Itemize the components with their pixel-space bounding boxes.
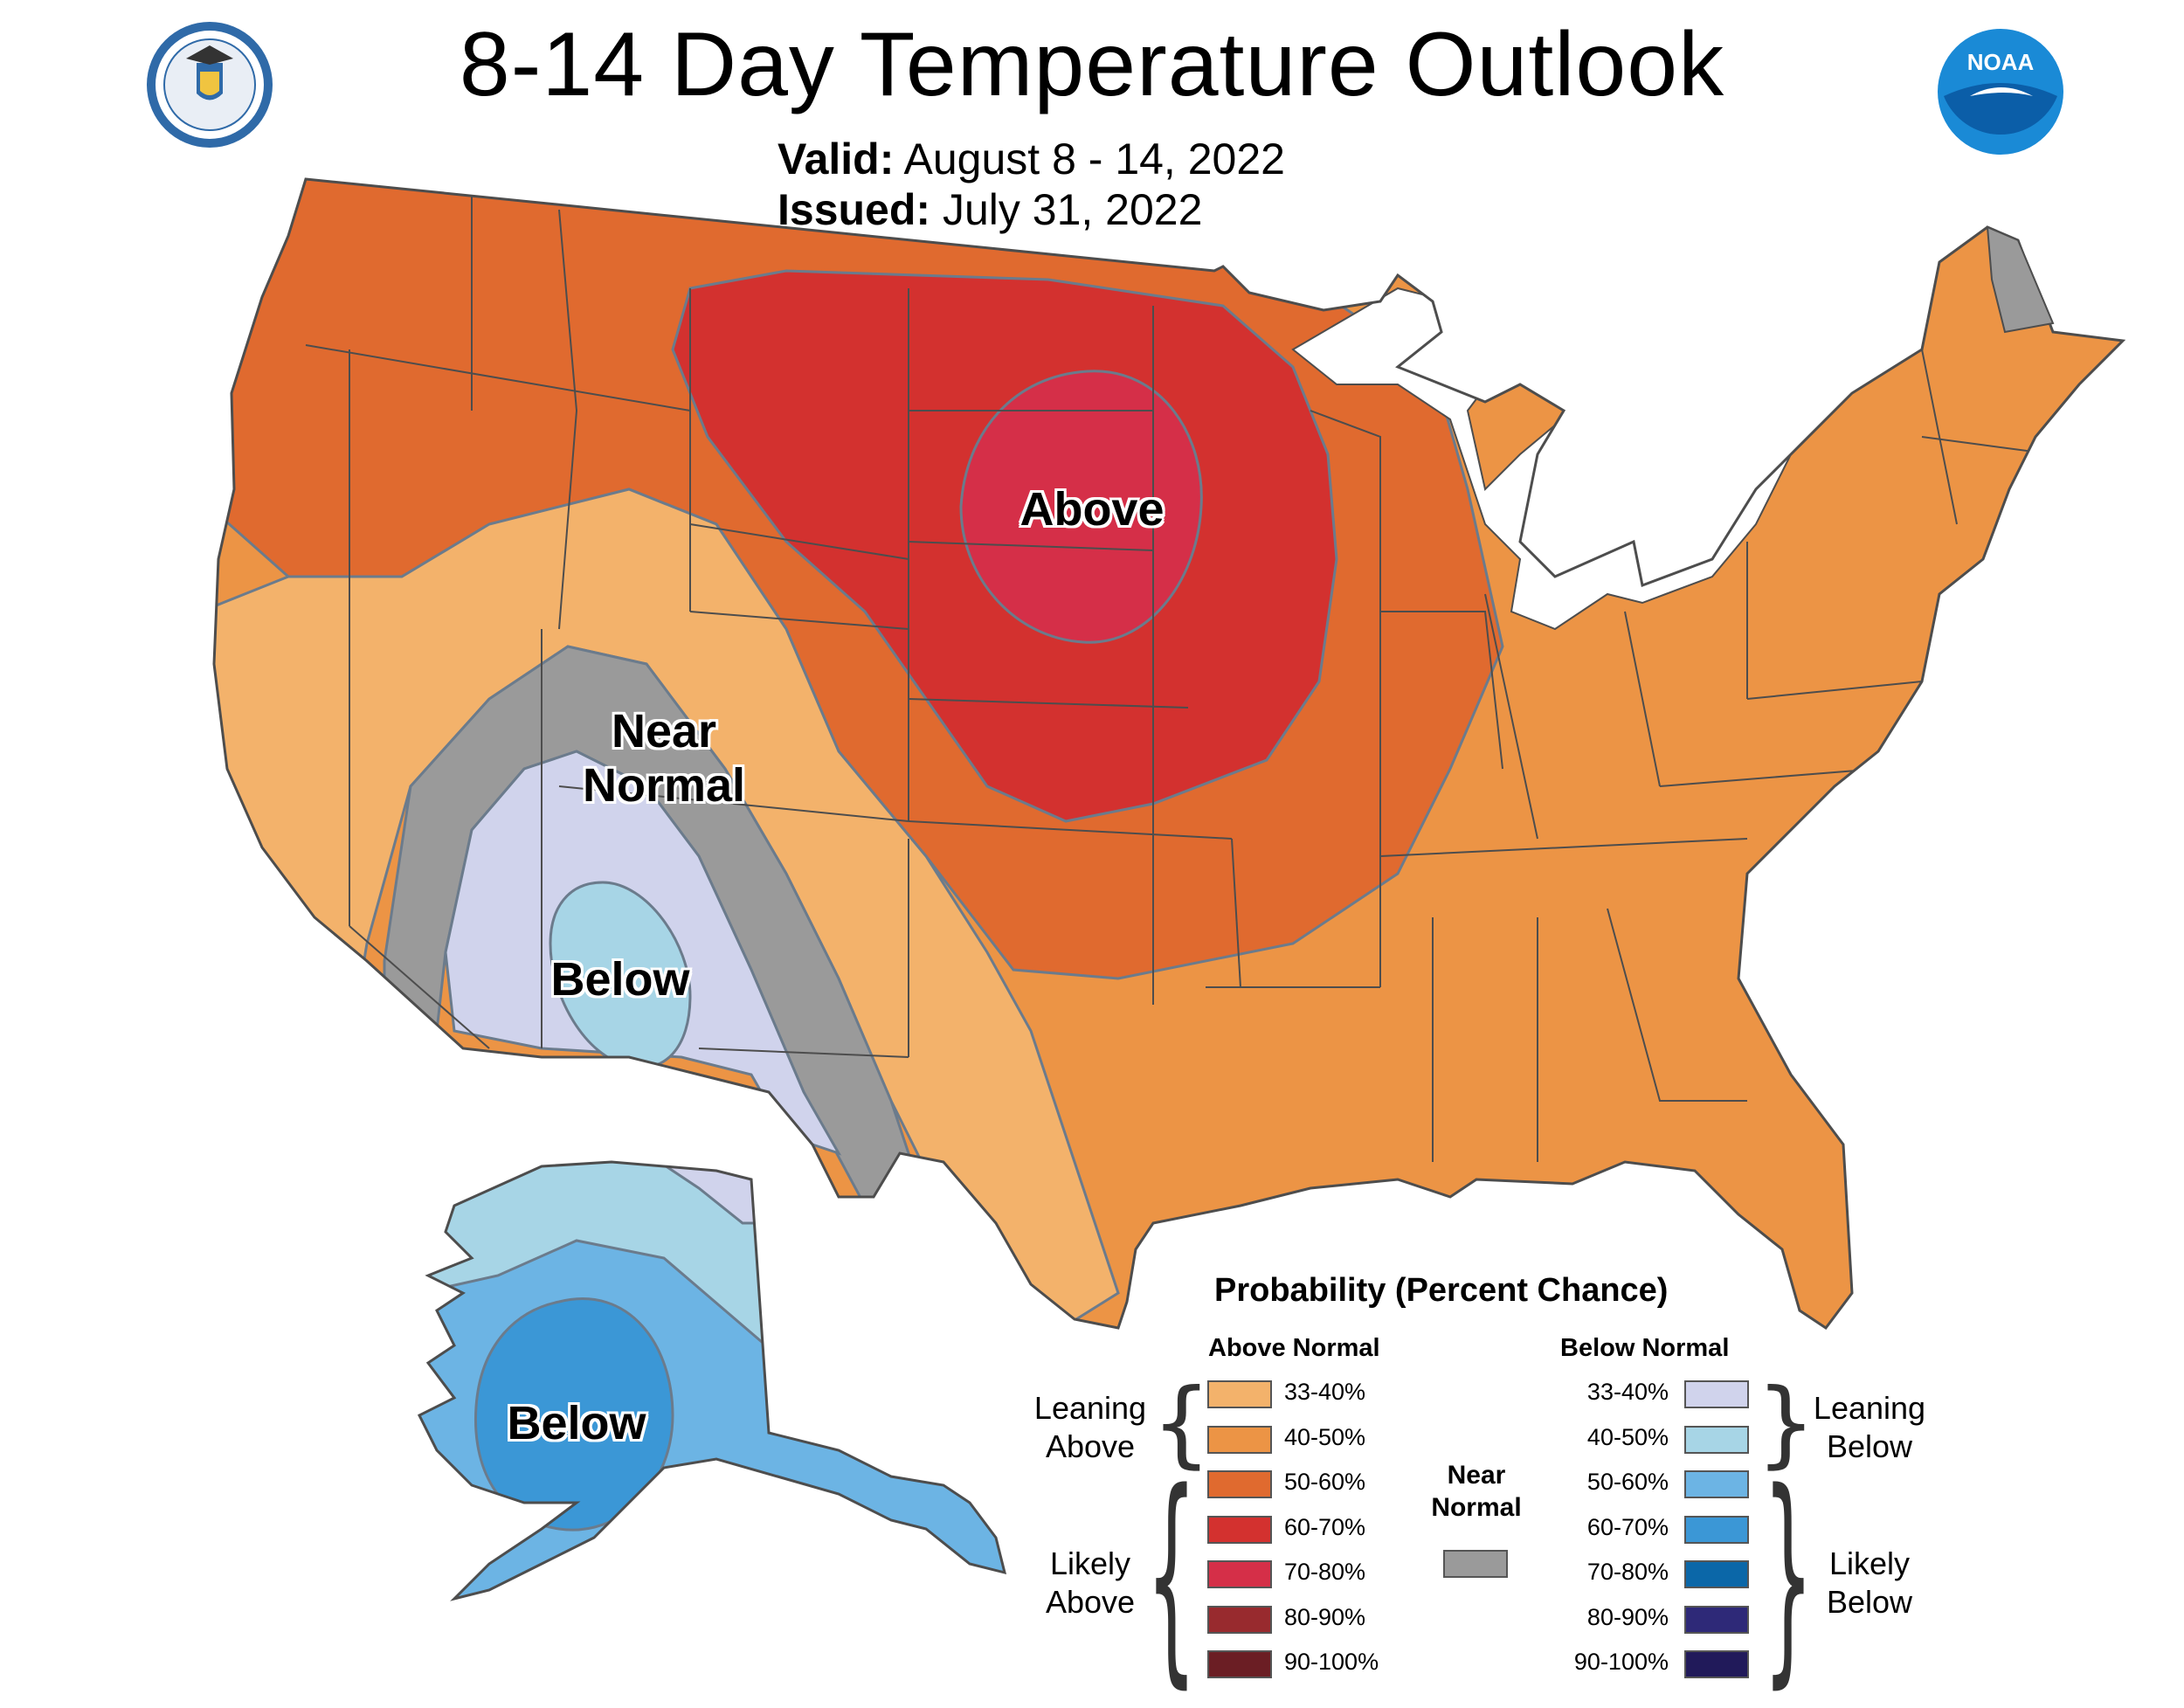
region-70-80	[959, 370, 1203, 644]
state-borders	[305, 197, 2054, 1162]
label-near-normal: Near Normal	[559, 704, 769, 813]
issued-date: Issued: July 31, 2022	[778, 183, 1202, 236]
noaa-logo-icon: NOAA	[1938, 29, 2063, 155]
label-below-southwest: Below	[550, 953, 690, 1006]
valid-dates: Valid: August 8 - 14, 2022	[778, 133, 1285, 185]
label-below-alaska: Below	[507, 1397, 646, 1449]
region-maine-near-normal	[1986, 225, 2055, 334]
contiguous-us	[212, 177, 2125, 1330]
department-of-commerce-seal-icon	[147, 22, 273, 148]
label-above: Above	[1019, 483, 1165, 536]
map-title: 8-14 Day Temperature Outlook	[459, 14, 1725, 115]
valid-value: August 8 - 14, 2022	[903, 135, 1285, 183]
alaska	[418, 1160, 1006, 1601]
svg-text:NOAA: NOAA	[1967, 49, 2035, 75]
ak-region-60-70	[473, 1297, 674, 1532]
issued-value: July 31, 2022	[942, 185, 1203, 234]
issued-label: Issued:	[778, 185, 931, 234]
label-near-line2: Normal	[582, 759, 746, 812]
label-near-line1: Near	[611, 705, 717, 757]
valid-label: Valid:	[778, 135, 895, 183]
